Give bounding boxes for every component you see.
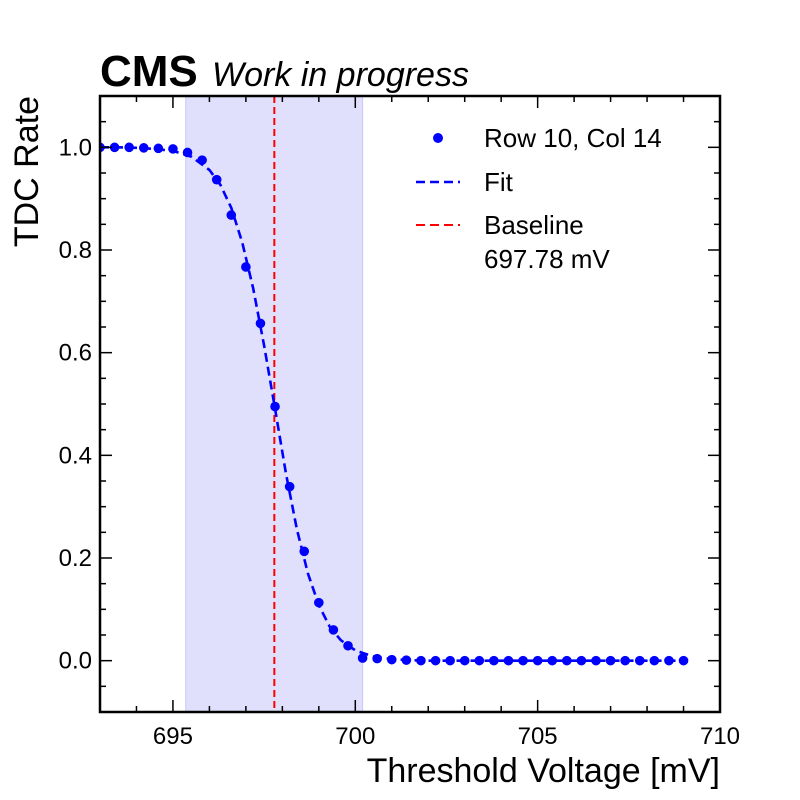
y-tick-label: 0.4	[59, 442, 92, 469]
y-tick-label: 0.6	[59, 340, 92, 367]
data-point	[372, 653, 382, 664]
data-point	[270, 401, 280, 412]
data-point	[182, 147, 193, 158]
data-point	[430, 655, 441, 666]
data-point	[314, 597, 324, 608]
y-tick-label: 0.8	[59, 237, 92, 264]
data-point	[664, 655, 674, 666]
plot-area: 695 700 705 710 0.0 0.2 0.4 0.6 0.8 1.0	[59, 94, 740, 750]
data-point	[153, 143, 164, 154]
data-point	[503, 655, 514, 666]
legend-label-secondary: 697.78 mV	[484, 244, 610, 274]
data-point	[241, 262, 251, 272]
data-point	[211, 174, 222, 185]
data-point	[576, 655, 587, 666]
data-point	[605, 655, 616, 666]
y-tick-label: 1.0	[59, 134, 92, 161]
data-point	[620, 655, 630, 666]
status-label: Work in progress	[212, 56, 469, 94]
data-point	[386, 654, 397, 665]
x-axis-title: Threshold Voltage [mV]	[367, 752, 720, 790]
data-point	[255, 318, 266, 329]
x-tick-label: 705	[518, 723, 558, 750]
data-point	[109, 142, 120, 153]
legend-marker-point	[433, 133, 443, 143]
data-point	[138, 143, 149, 153]
data-point	[474, 655, 485, 666]
data-point	[591, 655, 601, 666]
legend-label: Fit	[484, 167, 514, 197]
x-tick-label: 710	[700, 723, 740, 750]
data-point	[197, 155, 207, 165]
x-axis-ticks: 695 700 705 710	[99, 96, 740, 750]
y-axis-title: TDC Rate	[8, 96, 46, 247]
data-point	[284, 481, 295, 492]
data-point	[416, 655, 426, 666]
data-points	[100, 142, 689, 666]
data-point	[168, 144, 178, 154]
data-point	[489, 655, 499, 666]
data-point	[518, 655, 528, 666]
data-point	[562, 655, 572, 666]
data-point	[328, 625, 339, 635]
data-point	[459, 655, 470, 666]
y-axis-ticks: 0.0 0.2 0.4 0.6 0.8 1.0	[59, 95, 720, 713]
data-point	[401, 655, 412, 665]
x-tick-label: 700	[335, 723, 375, 750]
legend-label: Baseline	[484, 210, 584, 240]
data-point	[124, 142, 134, 153]
data-point	[532, 655, 543, 666]
y-tick-label: 0.2	[59, 545, 92, 572]
chart-header: CMS Work in progress	[100, 47, 469, 96]
data-point	[343, 640, 353, 651]
x-tick-label: 695	[153, 723, 193, 750]
plot-inner	[100, 96, 689, 712]
data-point	[445, 655, 455, 666]
data-point	[226, 210, 237, 220]
data-point	[649, 655, 660, 666]
data-point	[299, 546, 310, 557]
data-point	[357, 653, 368, 663]
legend-label: Row 10, Col 14	[484, 123, 662, 153]
experiment-label: CMS	[100, 47, 198, 96]
data-point	[678, 655, 689, 666]
data-point	[547, 655, 558, 666]
data-point	[634, 655, 645, 666]
legend: Row 10, Col 14 Fit Baseline 697.78 mV	[416, 123, 662, 274]
y-tick-label: 0.0	[59, 648, 92, 675]
